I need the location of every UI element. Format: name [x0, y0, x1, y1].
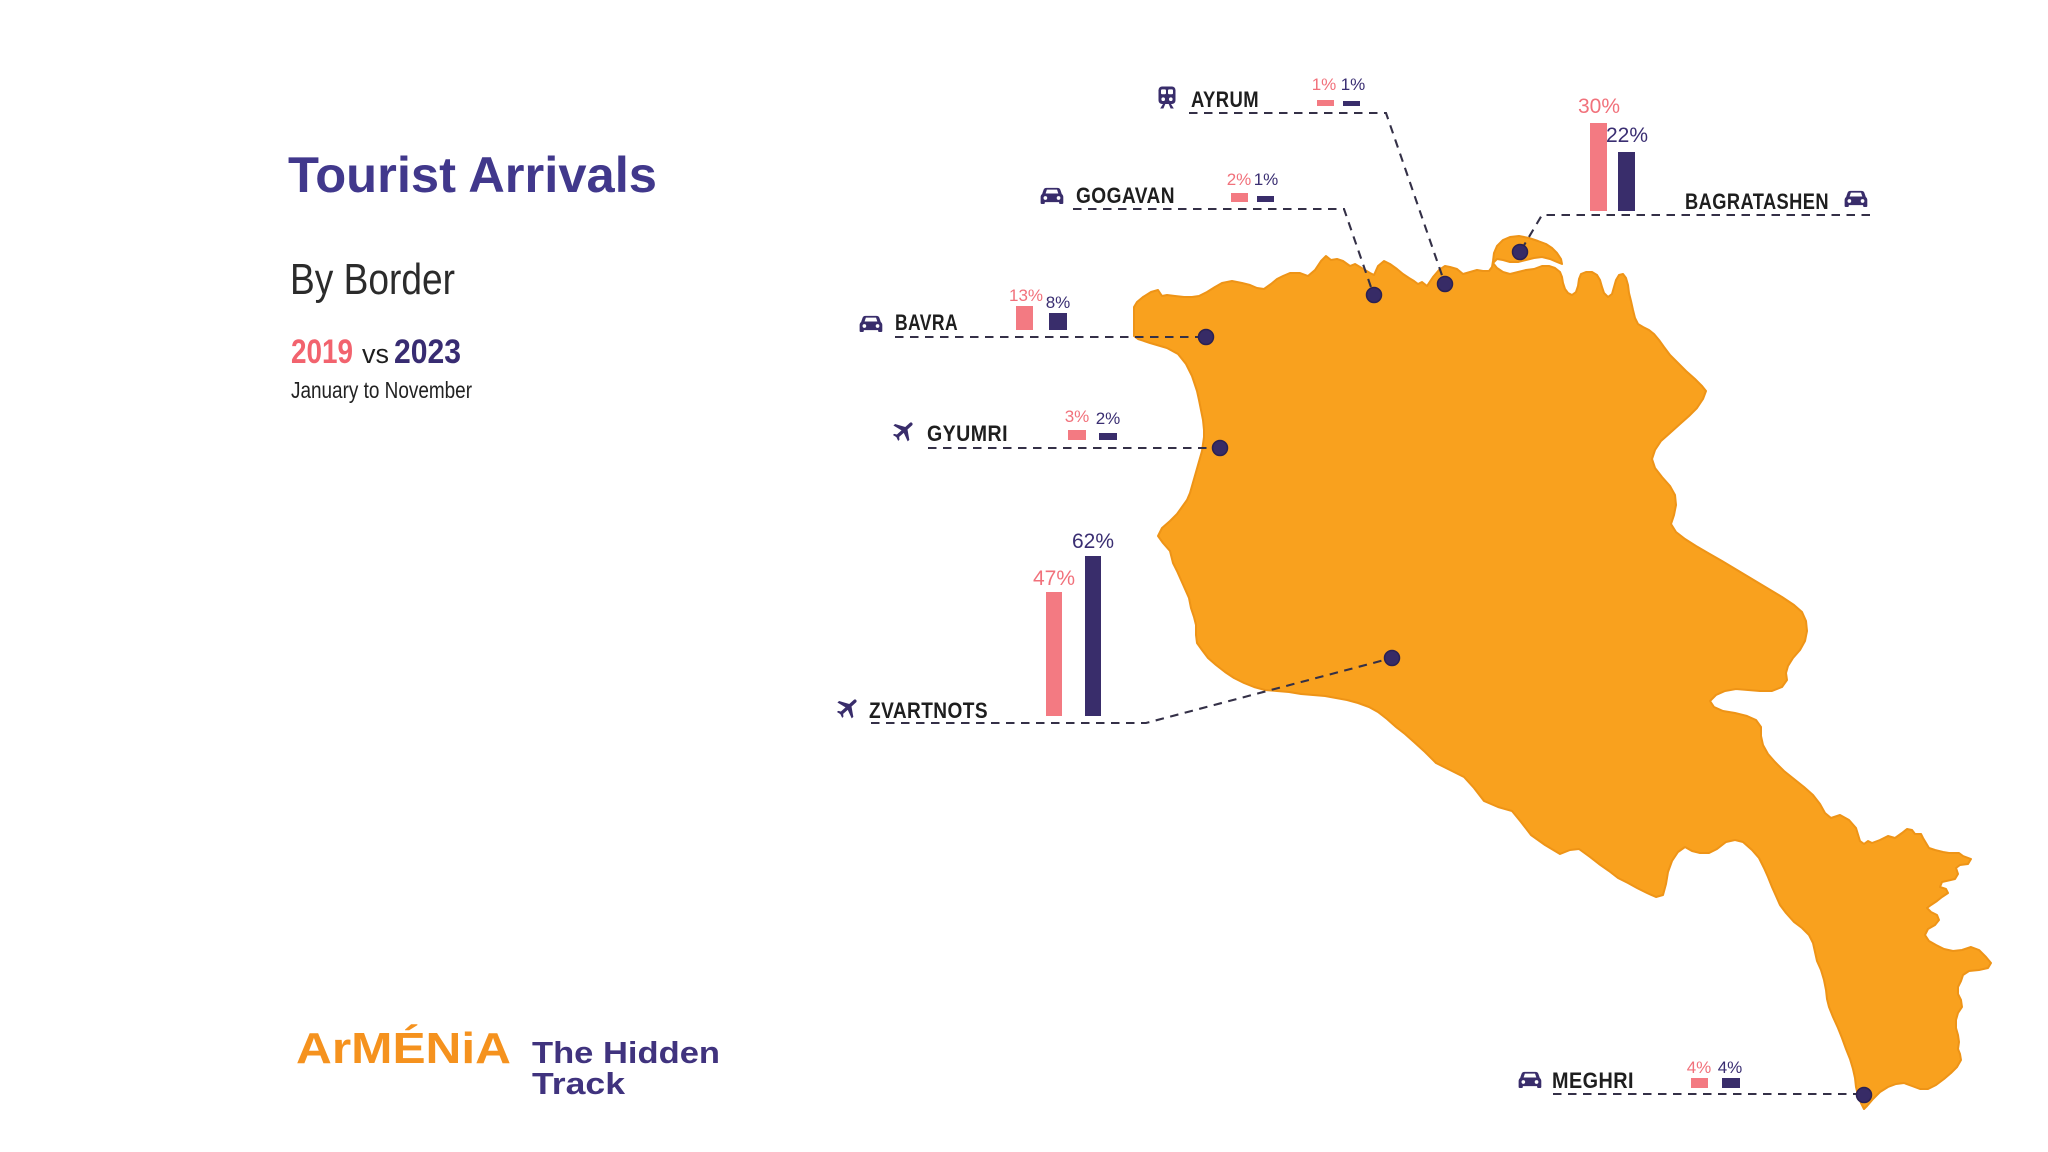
svg-text:BAGRATASHEN: BAGRATASHEN	[1685, 189, 1829, 214]
svg-text:1%: 1%	[1341, 75, 1366, 94]
svg-text:AYRUM: AYRUM	[1191, 87, 1259, 112]
svg-text:1%: 1%	[1254, 170, 1279, 189]
svg-text:January to November: January to November	[291, 377, 472, 403]
svg-text:The Hidden: The Hidden	[532, 1035, 720, 1070]
svg-text:4%: 4%	[1687, 1058, 1712, 1077]
svg-text:2%: 2%	[1227, 170, 1252, 189]
svg-text:3%: 3%	[1065, 407, 1090, 426]
svg-text:13%: 13%	[1009, 286, 1043, 305]
svg-text:1%: 1%	[1312, 75, 1337, 94]
svg-text:Tourist Arrivals: Tourist Arrivals	[288, 147, 657, 203]
svg-text:Track: Track	[532, 1066, 626, 1101]
svg-text:8%: 8%	[1046, 293, 1071, 312]
svg-text:GYUMRI: GYUMRI	[927, 421, 1008, 446]
svg-text:47%: 47%	[1033, 567, 1075, 590]
svg-text:GOGAVAN: GOGAVAN	[1076, 183, 1175, 208]
svg-text:4%: 4%	[1718, 1058, 1743, 1077]
svg-text:MEGHRI: MEGHRI	[1552, 1068, 1634, 1093]
svg-text:BAVRA: BAVRA	[895, 310, 958, 335]
svg-text:30%: 30%	[1578, 95, 1620, 118]
svg-text:2023: 2023	[394, 333, 461, 371]
svg-text:62%: 62%	[1072, 530, 1114, 553]
svg-text:vs: vs	[362, 339, 389, 369]
svg-text:2%: 2%	[1096, 409, 1121, 428]
svg-text:2019: 2019	[291, 333, 353, 371]
svg-text:ZVARTNOTS: ZVARTNOTS	[869, 698, 988, 723]
svg-text:22%: 22%	[1606, 124, 1648, 147]
svg-text:By Border: By Border	[290, 255, 455, 304]
svg-text:ArMÉNiA: ArMÉNiA	[296, 1023, 511, 1073]
